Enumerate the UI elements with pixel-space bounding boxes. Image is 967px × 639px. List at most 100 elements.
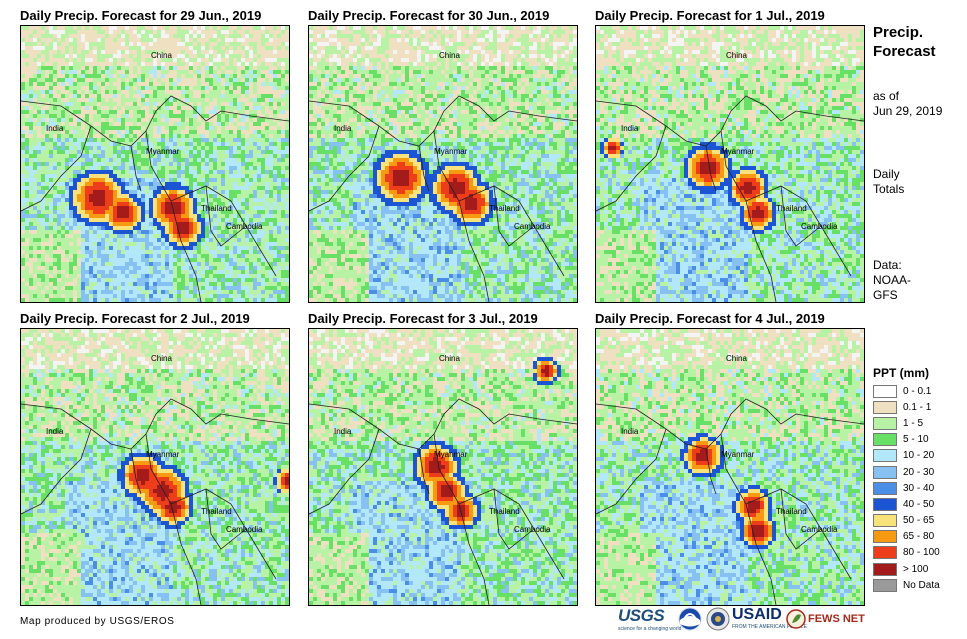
legend-swatch <box>873 497 897 511</box>
usaid-tagline: FROM THE AMERICAN PEOPLE <box>732 624 807 630</box>
legend: 0 - 0.1 0.1 - 1 1 - 5 5 - 10 10 - 20 20 - 30 3… <box>873 383 940 593</box>
legend-swatch <box>873 400 897 414</box>
precip-raster: China India Myanmar Thailand Cambodia <box>596 329 864 605</box>
map-label-myanmar: Myanmar <box>146 147 180 156</box>
map-label-myanmar: Myanmar <box>434 450 468 459</box>
legend-swatch <box>873 465 897 479</box>
as-of-value: Jun 29, 2019 <box>873 104 942 119</box>
noaa-logo <box>678 606 702 632</box>
map-label-thailand: Thailand <box>489 507 520 516</box>
map-label-india: India <box>334 427 352 436</box>
precip-raster: China India Myanmar Thailand Cambodia <box>21 26 289 302</box>
legend-item: 0.1 - 1 <box>873 399 940 415</box>
sidebar-title-line2: Forecast <box>873 42 936 61</box>
usgs-logo: USGS science for a changing world <box>618 606 681 632</box>
map-label-thailand: Thailand <box>776 204 807 213</box>
forecast-map-5: China India Myanmar Thailand Cambodia <box>308 328 578 606</box>
legend-swatch <box>873 384 897 398</box>
panel-title-4: Daily Precip. Forecast for 2 Jul., 2019 <box>20 311 250 326</box>
data-source: Data: NOAA- GFS <box>873 258 911 303</box>
totals-line1: Daily <box>873 167 904 182</box>
data-source-line1: Data: <box>873 258 911 273</box>
legend-label: 0 - 0.1 <box>903 386 931 397</box>
forecast-map-1: China India Myanmar Thailand Cambodia <box>20 25 290 303</box>
legend-item: 1 - 5 <box>873 415 940 431</box>
legend-item: 30 - 40 <box>873 480 940 496</box>
map-label-cambodia: Cambodia <box>226 525 263 534</box>
legend-label: 20 - 30 <box>903 467 934 478</box>
map-label-china: China <box>439 354 460 363</box>
map-label-cambodia: Cambodia <box>226 222 263 231</box>
panel-title-6: Daily Precip. Forecast for 4 Jul., 2019 <box>595 311 825 326</box>
legend-item: 80 - 100 <box>873 545 940 561</box>
noaa-emblem-icon <box>678 607 702 631</box>
legend-label: 0.1 - 1 <box>903 402 931 413</box>
sidebar-title-line1: Precip. <box>873 23 936 42</box>
dos-seal-logo <box>706 606 730 632</box>
legend-title: PPT (mm) <box>873 366 929 380</box>
legend-item: 65 - 80 <box>873 529 940 545</box>
forecast-map-6: China India Myanmar Thailand Cambodia <box>595 328 865 606</box>
precip-raster: China India Myanmar Thailand Cambodia <box>596 26 864 302</box>
seal-icon <box>706 607 730 631</box>
forecast-map-4: China India Myanmar Thailand Cambodia <box>20 328 290 606</box>
map-label-india: India <box>621 124 639 133</box>
legend-label: No Data <box>903 580 940 591</box>
precip-raster: China India Myanmar Thailand Cambodia <box>309 26 577 302</box>
legend-label: 80 - 100 <box>903 547 940 558</box>
legend-item: 50 - 65 <box>873 513 940 529</box>
map-label-myanmar: Myanmar <box>721 450 755 459</box>
legend-label: 65 - 80 <box>903 531 934 542</box>
fews-leaf-icon <box>786 609 806 629</box>
usgs-tagline: science for a changing world <box>618 626 681 632</box>
map-label-myanmar: Myanmar <box>146 450 180 459</box>
panel-title-3: Daily Precip. Forecast for 1 Jul., 2019 <box>595 8 825 23</box>
legend-swatch <box>873 481 897 495</box>
forecast-map-2: China India Myanmar Thailand Cambodia <box>308 25 578 303</box>
fews-net-logo: FEWS NET <box>786 606 865 632</box>
map-label-china: China <box>439 51 460 60</box>
map-label-china: China <box>151 51 172 60</box>
legend-swatch <box>873 416 897 430</box>
usgs-logo-text: USGS <box>618 606 665 626</box>
map-label-india: India <box>46 124 64 133</box>
as-of-label: as of <box>873 89 942 104</box>
data-source-line3: GFS <box>873 288 911 303</box>
legend-label: 40 - 50 <box>903 499 934 510</box>
map-label-china: China <box>726 354 747 363</box>
legend-swatch <box>873 530 897 544</box>
legend-item: No Data <box>873 577 940 593</box>
map-label-china: China <box>726 51 747 60</box>
map-label-myanmar: Myanmar <box>434 147 468 156</box>
forecast-map-3: China India Myanmar Thailand Cambodia <box>595 25 865 303</box>
legend-label: 30 - 40 <box>903 483 934 494</box>
map-label-myanmar: Myanmar <box>721 147 755 156</box>
panel-title-5: Daily Precip. Forecast for 3 Jul., 2019 <box>308 311 538 326</box>
legend-swatch <box>873 449 897 463</box>
map-label-india: India <box>334 124 352 133</box>
legend-item: 5 - 10 <box>873 432 940 448</box>
legend-item: > 100 <box>873 561 940 577</box>
totals-note: Daily Totals <box>873 167 904 197</box>
legend-swatch <box>873 514 897 528</box>
map-label-china: China <box>151 354 172 363</box>
legend-label: 5 - 10 <box>903 434 929 445</box>
map-label-thailand: Thailand <box>201 204 232 213</box>
legend-swatch <box>873 433 897 447</box>
precip-raster: China India Myanmar Thailand Cambodia <box>21 329 289 605</box>
legend-label: 1 - 5 <box>903 418 923 429</box>
legend-item: 0 - 0.1 <box>873 383 940 399</box>
as-of-date: as of Jun 29, 2019 <box>873 89 942 119</box>
sidebar-title: Precip. Forecast <box>873 23 936 61</box>
legend-swatch <box>873 562 897 576</box>
precip-raster: China India Myanmar Thailand Cambodia <box>309 329 577 605</box>
totals-line2: Totals <box>873 182 904 197</box>
legend-label: > 100 <box>903 564 928 575</box>
map-label-cambodia: Cambodia <box>514 525 551 534</box>
map-label-india: India <box>46 427 64 436</box>
map-credit: Map produced by USGS/EROS <box>20 616 175 627</box>
map-label-cambodia: Cambodia <box>801 222 838 231</box>
map-label-thailand: Thailand <box>489 204 520 213</box>
map-label-cambodia: Cambodia <box>801 525 838 534</box>
map-label-cambodia: Cambodia <box>514 222 551 231</box>
